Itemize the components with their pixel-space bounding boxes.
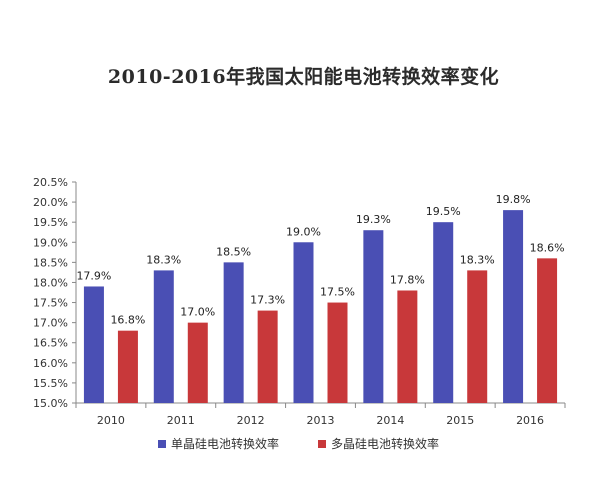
data-label: 19.5% — [426, 205, 461, 218]
y-tick-label: 18.5% — [33, 256, 68, 269]
bar-monocrystalline — [433, 222, 454, 403]
data-label: 17.3% — [250, 294, 285, 307]
x-tick-label: 2010 — [97, 414, 125, 427]
bar-monocrystalline — [83, 286, 104, 403]
bar-monocrystalline — [293, 242, 314, 403]
bar-polycrystalline — [257, 310, 278, 403]
x-axis-ticks: 2010 2011 2012 2013 2014 2015 2016 — [97, 414, 544, 427]
data-label: 19.8% — [496, 193, 531, 206]
legend: 单晶硅电池转换效率 多晶硅电池转换效率 — [158, 436, 439, 451]
bar-polycrystalline — [187, 322, 208, 403]
data-label: 17.5% — [320, 286, 355, 299]
y-tick-label: 15.0% — [33, 397, 68, 410]
x-tick-label: 2013 — [307, 414, 335, 427]
y-tick-label: 17.5% — [33, 297, 68, 310]
data-label: 18.3% — [146, 253, 181, 266]
legend-label-monocrystalline: 单晶硅电池转换效率 — [171, 436, 279, 451]
data-label: 16.8% — [110, 314, 145, 327]
x-tick-label: 2012 — [237, 414, 265, 427]
bar-monocrystalline — [363, 230, 384, 403]
bar-polycrystalline — [327, 302, 348, 403]
y-axis-ticks: 15.0% 15.5% 16.0% 16.5% 17.0% 17.5% 18.0% 18.5%… — [33, 176, 76, 410]
x-tick-label: 2016 — [516, 414, 544, 427]
bar-polycrystalline — [467, 270, 488, 403]
x-tick-label: 2014 — [376, 414, 404, 427]
data-label: 18.3% — [460, 253, 495, 266]
y-tick-label: 17.0% — [33, 317, 68, 330]
bar-polycrystalline — [117, 330, 138, 403]
y-tick-label: 16.5% — [33, 337, 68, 350]
legend-label-polycrystalline: 多晶硅电池转换效率 — [331, 436, 439, 451]
data-label: 19.0% — [286, 225, 321, 238]
bar-monocrystalline — [503, 210, 524, 403]
bars — [83, 210, 558, 403]
x-tick-label: 2011 — [167, 414, 195, 427]
data-labels: 17.9% 16.8% 18.3% 17.0% 18.5% 17.3% 19.0% 17.5%… — [76, 193, 564, 327]
y-tick-label: 20.0% — [33, 196, 68, 209]
bar-monocrystalline — [223, 262, 244, 403]
y-tick-label: 15.5% — [33, 377, 68, 390]
y-tick-label: 16.0% — [33, 357, 68, 370]
data-label: 19.3% — [356, 213, 391, 226]
data-label: 17.8% — [390, 273, 425, 286]
bar-polycrystalline — [397, 290, 418, 403]
legend-swatch-monocrystalline — [158, 440, 166, 448]
data-label: 18.5% — [216, 245, 251, 258]
y-tick-label: 20.5% — [33, 176, 68, 189]
bar-monocrystalline — [153, 270, 174, 403]
data-label: 17.0% — [180, 306, 215, 319]
legend-swatch-polycrystalline — [318, 440, 326, 448]
x-tick-label: 2015 — [446, 414, 474, 427]
y-tick-label: 18.0% — [33, 276, 68, 289]
y-tick-label: 19.5% — [33, 216, 68, 229]
bar-polycrystalline — [537, 258, 558, 403]
chart-title: 2010-2016年我国太阳能电池转换效率变化 — [107, 66, 500, 88]
y-tick-label: 19.0% — [33, 236, 68, 249]
data-label: 17.9% — [76, 269, 111, 282]
data-label: 18.6% — [530, 241, 565, 254]
